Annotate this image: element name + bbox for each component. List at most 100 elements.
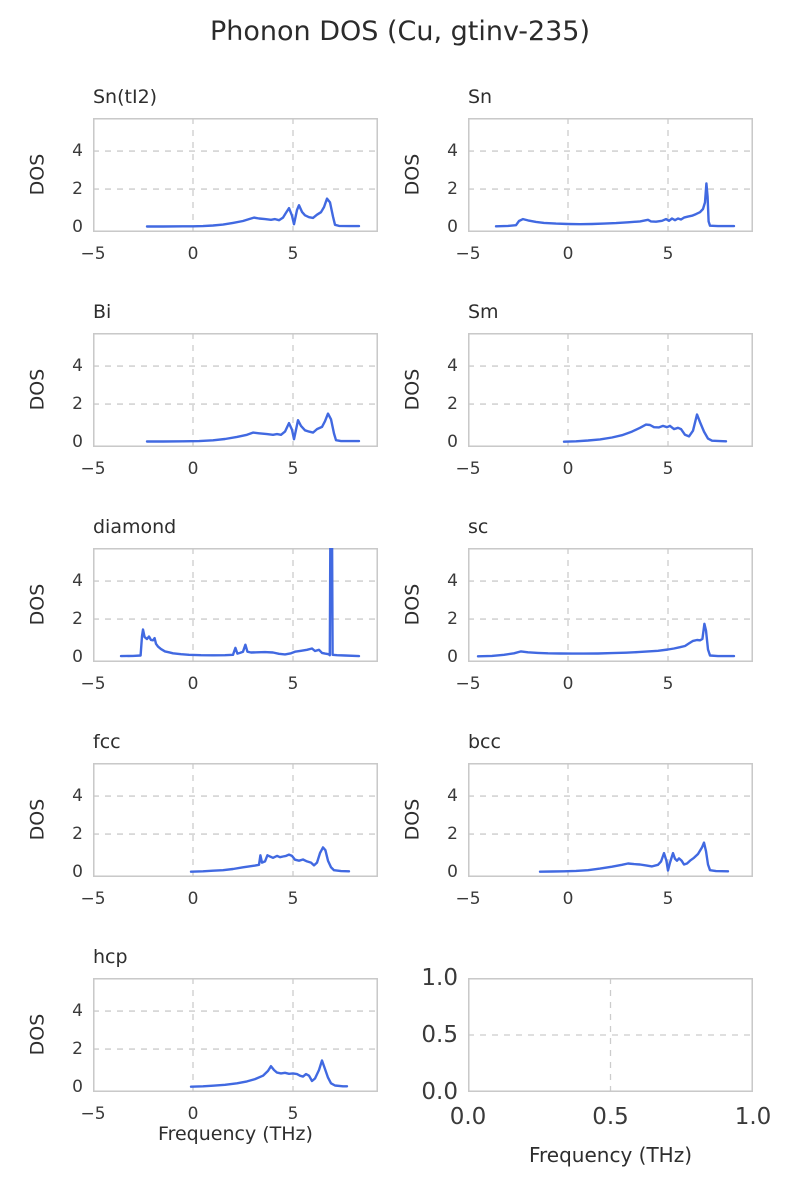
y-tick-label-fcc-0: 0 <box>72 862 83 883</box>
x-tick-label-sn-ti2-0: −5 <box>80 244 106 264</box>
y-tick-label-bi-0: 0 <box>72 432 83 453</box>
x-tick-label-bi-0: −5 <box>80 459 106 479</box>
plot-border <box>93 763 378 877</box>
y-tick-label-sc-1: 2 <box>447 609 458 630</box>
x-axis-label-hcp: Frequency (THz) <box>158 1123 313 1145</box>
x-tick-label-sn-ti2-2: 5 <box>287 244 299 264</box>
x-tick-label-bcc-1: 0 <box>562 889 574 909</box>
y-tick-label-bcc-1: 2 <box>447 824 458 845</box>
x-tick-label-sn-1: 0 <box>562 244 574 264</box>
dos-curve-sn <box>494 182 736 228</box>
plot-canvas-sn-ti2 <box>93 118 378 232</box>
y-tick-label-sm-0: 0 <box>447 432 458 453</box>
x-tick-label-sc-1: 0 <box>562 674 574 694</box>
x-tick-label-empty-1: 0.5 <box>592 1104 629 1130</box>
x-tick-label-sn-ti2-1: 0 <box>187 244 199 264</box>
y-tick-label-fcc-1: 2 <box>72 824 83 845</box>
plot-border <box>468 978 753 1092</box>
plot-border <box>93 978 378 1092</box>
dos-curve-sc <box>476 622 736 658</box>
dos-curve-diamond <box>119 548 361 658</box>
x-axis-label-empty: Frequency (THz) <box>528 1143 693 1167</box>
y-tick-label-sn-ti2-1: 2 <box>72 179 83 200</box>
dos-curve-sn-ti2 <box>145 197 361 228</box>
y-tick-label-sm-1: 2 <box>447 394 458 415</box>
x-tick-label-sc-2: 5 <box>662 674 674 694</box>
plot-border <box>93 333 378 447</box>
x-tick-label-diamond-0: −5 <box>80 674 106 694</box>
figure-title: Phonon DOS (Cu, gtinv-235) <box>209 16 591 47</box>
y-tick-label-sn-1: 2 <box>447 179 458 200</box>
x-tick-label-sn-2: 5 <box>662 244 674 264</box>
plot-canvas-sn <box>468 118 753 232</box>
x-tick-label-hcp-1: 0 <box>187 1104 199 1124</box>
plot-border <box>93 118 378 232</box>
y-tick-label-sc-0: 0 <box>447 647 458 668</box>
y-tick-label-empty-2: 1.0 <box>421 965 458 991</box>
plot-border <box>93 548 378 662</box>
y-tick-label-sn-ti2-2: 4 <box>72 141 83 162</box>
y-tick-label-hcp-1: 2 <box>72 1039 83 1060</box>
y-tick-label-empty-1: 0.5 <box>421 1022 458 1048</box>
subplot-title-sn: Sn <box>468 86 493 108</box>
x-tick-label-sm-0: −5 <box>455 459 481 479</box>
plot-canvas-sc <box>468 548 753 662</box>
plot-canvas-sm <box>468 333 753 447</box>
y-tick-label-diamond-0: 0 <box>72 647 83 668</box>
plot-border <box>468 118 753 232</box>
x-tick-label-bi-1: 0 <box>187 459 199 479</box>
x-tick-label-fcc-2: 5 <box>287 889 299 909</box>
x-tick-label-diamond-2: 5 <box>287 674 299 694</box>
y-tick-label-bi-1: 2 <box>72 394 83 415</box>
subplot-title-sc: sc <box>468 516 489 538</box>
y-tick-label-empty-0: 0.0 <box>421 1079 458 1105</box>
plot-border <box>468 548 753 662</box>
x-tick-label-fcc-1: 0 <box>187 889 199 909</box>
y-tick-label-bi-2: 4 <box>72 356 83 377</box>
y-tick-label-hcp-0: 0 <box>72 1077 83 1098</box>
y-tick-label-bcc-0: 0 <box>447 862 458 883</box>
subplot-title-fcc: fcc <box>93 731 121 753</box>
y-tick-label-diamond-2: 4 <box>72 571 83 592</box>
x-tick-label-sm-2: 5 <box>662 459 674 479</box>
x-tick-label-empty-0: 0.0 <box>449 1104 487 1130</box>
plot-border <box>468 763 753 877</box>
y-tick-label-sn-ti2-0: 0 <box>72 217 83 238</box>
plot-border <box>468 333 753 447</box>
x-tick-label-sc-0: −5 <box>455 674 481 694</box>
x-tick-label-sm-1: 0 <box>562 459 574 479</box>
subplot-title-sm: Sm <box>468 301 499 323</box>
x-tick-label-hcp-2: 5 <box>287 1104 299 1124</box>
plot-canvas-bcc <box>468 763 753 877</box>
plot-canvas-empty <box>468 978 753 1092</box>
plot-canvas-bi <box>93 333 378 447</box>
y-tick-label-fcc-2: 4 <box>72 786 83 807</box>
plot-canvas-fcc <box>93 763 378 877</box>
x-tick-label-bi-2: 5 <box>287 459 299 479</box>
y-tick-label-diamond-1: 2 <box>72 609 83 630</box>
dos-curve-fcc <box>189 846 351 873</box>
x-tick-label-diamond-1: 0 <box>187 674 199 694</box>
subplot-title-diamond: diamond <box>93 516 177 538</box>
x-tick-label-fcc-0: −5 <box>80 889 106 909</box>
dos-curve-bi <box>145 412 361 443</box>
y-tick-label-sm-2: 4 <box>447 356 458 377</box>
subplot-title-bi: Bi <box>93 301 112 323</box>
dos-curve-bcc <box>538 841 730 873</box>
x-tick-label-hcp-0: −5 <box>80 1104 106 1124</box>
x-tick-label-sn-0: −5 <box>455 244 481 264</box>
plot-canvas-hcp <box>93 978 378 1092</box>
y-tick-label-hcp-2: 4 <box>72 1001 83 1022</box>
dos-curve-sm <box>562 413 728 443</box>
subplot-title-sn-ti2: Sn(tI2) <box>93 86 158 108</box>
y-tick-label-sn-2: 4 <box>447 141 458 162</box>
y-tick-label-sn-0: 0 <box>447 217 458 238</box>
x-tick-label-bcc-0: −5 <box>455 889 481 909</box>
plot-canvas-diamond <box>93 548 378 662</box>
y-tick-label-sc-2: 4 <box>447 571 458 592</box>
x-tick-label-bcc-2: 5 <box>662 889 674 909</box>
dos-curve-hcp <box>189 1059 349 1088</box>
y-tick-label-bcc-2: 4 <box>447 786 458 807</box>
subplot-title-hcp: hcp <box>93 946 128 968</box>
